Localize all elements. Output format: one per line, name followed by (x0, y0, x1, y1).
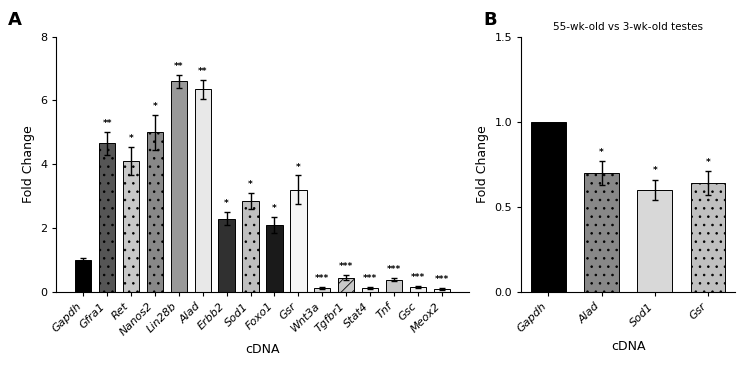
Text: *: * (248, 180, 253, 189)
Bar (242, 201, 259, 292)
Text: **: ** (102, 119, 112, 128)
Text: B: B (484, 11, 497, 29)
X-axis label: cDNA: cDNA (245, 343, 280, 356)
Text: ***: *** (339, 262, 353, 271)
X-axis label: cDNA: cDNA (610, 340, 645, 353)
Title: 55-wk-old vs 3-wk-old testes: 55-wk-old vs 3-wk-old testes (553, 22, 704, 31)
Text: A: A (8, 11, 21, 29)
Text: *: * (706, 158, 710, 167)
Bar (314, 288, 331, 292)
Bar (433, 289, 450, 292)
Bar (338, 278, 354, 292)
Bar (584, 173, 619, 292)
Bar (194, 89, 211, 292)
Bar (123, 161, 139, 292)
Text: ***: *** (387, 265, 401, 274)
Bar (386, 280, 402, 292)
Bar (410, 287, 426, 292)
Bar (218, 219, 235, 292)
Bar (266, 225, 283, 292)
Bar (171, 81, 187, 292)
Text: ***: *** (315, 274, 329, 283)
Y-axis label: Fold Change: Fold Change (476, 125, 489, 203)
Bar (362, 288, 378, 292)
Text: **: ** (174, 62, 184, 71)
Bar (691, 183, 725, 292)
Bar (531, 122, 566, 292)
Text: ***: *** (363, 274, 377, 283)
Text: *: * (296, 162, 301, 172)
Bar (99, 143, 116, 292)
Text: *: * (652, 166, 657, 175)
Text: **: ** (198, 67, 208, 76)
Text: ***: *** (411, 273, 425, 282)
Text: *: * (272, 204, 277, 213)
Y-axis label: Fold Change: Fold Change (22, 125, 34, 203)
Text: *: * (224, 199, 229, 208)
Bar (638, 190, 672, 292)
Bar (290, 190, 307, 292)
Bar (75, 260, 92, 292)
Text: *: * (599, 147, 604, 157)
Text: *: * (152, 102, 157, 111)
Text: *: * (128, 134, 133, 143)
Bar (147, 132, 163, 292)
Text: ***: *** (435, 275, 449, 284)
